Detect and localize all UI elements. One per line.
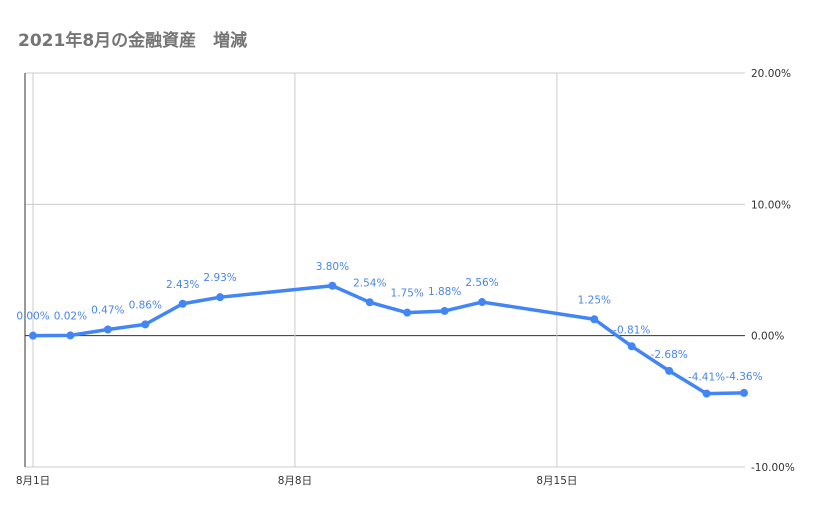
chart-title: 2021年8月の金融資産 増減: [18, 31, 248, 51]
data-label: 0.00%: [16, 311, 49, 323]
data-point: [440, 306, 449, 315]
data-label: 0.47%: [91, 304, 124, 316]
data-point: [365, 298, 374, 307]
data-label: 0.86%: [129, 299, 162, 311]
data-point: [141, 320, 150, 329]
data-label: 1.75%: [391, 288, 424, 300]
data-label: 3.80%: [316, 261, 349, 273]
data-point: [665, 366, 674, 375]
data-label: 2.43%: [166, 279, 199, 291]
data-label: -0.81%: [613, 324, 650, 336]
data-point: [216, 293, 225, 302]
data-point: [702, 389, 711, 398]
data-point: [627, 342, 636, 351]
data-label: 2.56%: [465, 277, 498, 289]
data-point: [328, 281, 337, 290]
data-point: [66, 331, 75, 340]
data-label: 1.88%: [428, 286, 461, 298]
data-point: [478, 298, 487, 307]
y-tick-label: 20.00%: [751, 68, 791, 80]
y-tick-label: 10.00%: [751, 199, 791, 211]
data-label: 1.25%: [578, 294, 611, 306]
series-line: [31, 284, 746, 396]
grid-layer: [25, 72, 745, 468]
y-tick-label: -10.00%: [751, 462, 795, 474]
label-layer: 0.00% 0.02% 0.47% 0.86% 2.43% 2.93% 3.80% 2.54%…: [16, 261, 762, 384]
y-tick-label: 0.00%: [751, 331, 784, 343]
data-point: [590, 315, 599, 324]
series-layer: [29, 281, 748, 398]
data-point: [178, 299, 187, 308]
axis-layer: 20.00% 10.00% 0.00% -10.00% 8月1日 8月8日 8月15日: [16, 68, 795, 487]
data-label: -4.36%: [725, 371, 762, 383]
data-label: -4.41%: [688, 372, 725, 384]
data-label: 2.54%: [353, 277, 386, 289]
x-tick-label: 8月1日: [16, 475, 50, 487]
x-tick-label: 8月8日: [278, 475, 312, 487]
x-tick-label: 8月15日: [536, 475, 577, 487]
data-label: -2.68%: [651, 349, 688, 361]
data-point: [29, 331, 37, 340]
data-label: 2.93%: [203, 272, 236, 284]
data-point: [403, 308, 412, 317]
data-point: [103, 325, 112, 334]
data-label: 0.02%: [54, 310, 87, 322]
data-point: [740, 388, 748, 397]
